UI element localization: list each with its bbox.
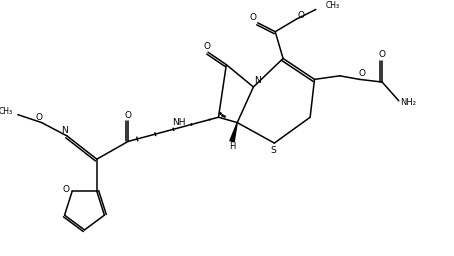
Text: S: S xyxy=(271,146,276,155)
Text: H: H xyxy=(229,142,235,151)
Text: N: N xyxy=(61,126,68,135)
Text: O: O xyxy=(358,69,365,78)
Text: O: O xyxy=(249,13,256,22)
Text: N: N xyxy=(254,76,261,85)
Text: O: O xyxy=(379,50,385,59)
Text: O: O xyxy=(35,113,42,122)
Text: O: O xyxy=(298,11,305,20)
Polygon shape xyxy=(230,123,237,142)
Text: O: O xyxy=(125,111,132,120)
Text: NH: NH xyxy=(172,118,186,127)
Text: O: O xyxy=(204,42,211,51)
Text: O: O xyxy=(63,185,69,194)
Text: NH₂: NH₂ xyxy=(400,99,416,108)
Text: CH₃: CH₃ xyxy=(0,106,13,115)
Text: CH₃: CH₃ xyxy=(326,1,340,9)
